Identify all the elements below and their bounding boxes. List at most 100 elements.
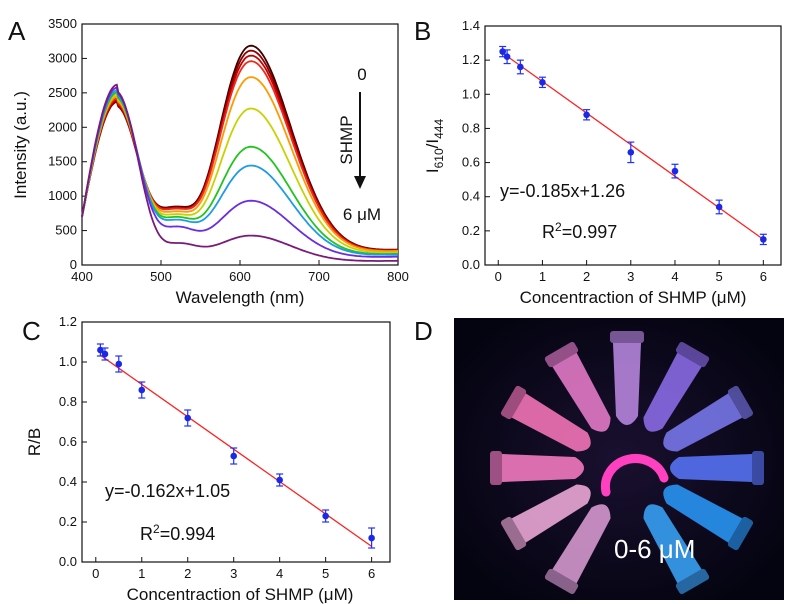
panel-a-ytick-label: 500 [55,223,77,238]
panel-b-data-point [539,79,546,86]
photo-tube-body [552,504,611,584]
panel-c-label: C [22,316,41,346]
panel-b-ytick-label: 0.2 [462,223,480,238]
panel-c-xtick-label: 6 [368,566,375,581]
panel-a-ytick-label: 2000 [48,119,77,134]
photo-tube-body [502,454,584,482]
panel-c-data-point [368,534,375,542]
panel-c-data-point [322,512,329,520]
photo-tube-cap [610,331,644,343]
panel-b-data-point [715,203,723,211]
panel-c-ytick-label: 0.8 [59,394,77,409]
panel-c-xtick-label: 5 [322,566,329,581]
photo-tube-cap [752,451,764,485]
panel-b-frame [484,25,782,266]
panel-b-equation: y=-0.185x+1.26 [500,181,625,201]
panel-c-ticks: 0 1 2 3 4 5 6 0.0 0.2 0.4 0.6 0.8 1.0 1.2 [59,314,375,581]
panel-a-chart: A 400 500 600 700 800 0 500 1000 1500 2000 2500 300… [8,16,409,307]
panel-b-ytick-label: 0.6 [462,155,480,170]
panel-a-ytick-label: 1000 [48,188,77,203]
photo-tube [544,341,611,432]
panel-c-ylabel: R/B [25,428,44,456]
panel-a-xlabel: Wavelength (nm) [176,288,305,307]
panel-c-data-point [184,414,192,422]
photo-tube-body [643,352,702,432]
panel-a-ytick-label: 3500 [48,16,77,31]
photo-tubes [490,331,764,595]
panel-b-data-point [627,149,635,156]
photo-tube-cap [727,385,754,420]
panel-c-ytick-label: 0.2 [59,514,77,529]
photo-tube-cap [490,451,502,485]
panel-a-ytick-label: 0 [70,257,77,272]
photo-tube [643,504,710,595]
panel-b-ytick-label: 0.0 [462,257,480,272]
photo-tube [663,484,754,551]
panel-c-xlabel: Concentraction of SHMP (μM) [127,585,354,604]
panel-c-ytick-label: 1.2 [59,314,77,329]
spectrum-curve [81,86,399,258]
panel-b-data-point [499,48,506,55]
panel-b-ytick-label: 0.4 [462,189,480,204]
panel-c-chart: C 0 1 2 3 4 5 6 0.0 0.2 0.4 0.6 0.8 1.0 1.2 Concentra… [22,314,391,604]
panel-b-xtick-label: 4 [671,269,678,284]
panel-b-r2: R2=0.997 [542,220,617,242]
panel-c-data-point [115,360,123,368]
photo-tube-body [663,484,743,543]
panel-c-data-point [276,476,283,484]
panel-c-xtick-label: 0 [92,566,99,581]
panel-b-data-point [583,111,590,119]
panel-b-ytick-label: 0.8 [462,120,480,135]
panel-a-label: A [8,16,26,46]
photo-tube-cap [675,341,710,368]
photo-tube [490,451,584,485]
panel-c-xtick-label: 2 [184,566,191,581]
panel-a-ytick-label: 3000 [48,50,77,65]
photo-tube-cap [500,516,527,551]
panel-b-ytick-label: 1.2 [462,52,480,67]
panel-b-chart: B 0 1 2 3 4 5 6 0.0 0.2 0.4 0.6 0.8 1.0 1.2 1.4 Concen… [414,16,782,307]
panel-a-ytick-label: 2500 [48,85,77,100]
panel-c-ytick-label: 0.0 [59,554,77,569]
panel-b-ylabel: I610/I444 [423,119,446,174]
panel-c-plot [96,343,376,549]
photo-tube-body [552,352,611,432]
panel-c-data-point [101,350,109,358]
photo-tube-cap [500,385,527,420]
spectrum-curve [81,83,398,262]
photo-tube-body [613,343,641,425]
panel-b-ticks: 0 1 2 3 4 5 6 0.0 0.2 0.4 0.6 0.8 1.0 1.2 1.4 [462,18,767,284]
panel-b-label: B [414,16,431,46]
panel-b-xtick-label: 3 [627,269,634,284]
panel-b-data-point [671,167,679,175]
panel-b-data-point [503,53,511,61]
panel-b-data-point [760,236,767,243]
panel-a-ticks: 400 500 600 700 800 0 500 1000 1500 2000 2500 3000 3… [48,16,409,284]
panel-a-xtick-label: 400 [71,269,93,284]
panel-a-xtick-label: 800 [387,269,409,284]
panel-b-xtick-label: 6 [760,269,767,284]
panel-c-frame [81,321,391,563]
photo-tube-body [511,484,591,543]
photo-tube-cap [727,516,754,551]
photo-tube-body [511,393,591,452]
photo-tube [500,385,591,452]
panel-b-ytick-label: 1.0 [462,86,480,101]
photo-caption: 0-6 μM [614,534,695,564]
photo-tube-cap [675,568,710,595]
photo-tube-cap [544,341,579,368]
panel-c-ytick-label: 0.6 [59,434,77,449]
panel-d-label: D [414,316,433,346]
panel-c-xtick-label: 1 [138,566,145,581]
panel-d-photo: D 0-6 μM [414,316,784,600]
photo-tube [670,451,764,485]
panel-c-fit-line [100,354,372,547]
photo-tube-body [670,454,752,482]
panel-b-plot [499,45,767,246]
panel-b-xtick-label: 5 [716,269,723,284]
photo-tube-body [663,393,743,452]
panel-a-arrowhead [354,176,366,189]
photo-tube [663,385,754,452]
panel-c-ytick-label: 0.4 [59,474,77,489]
